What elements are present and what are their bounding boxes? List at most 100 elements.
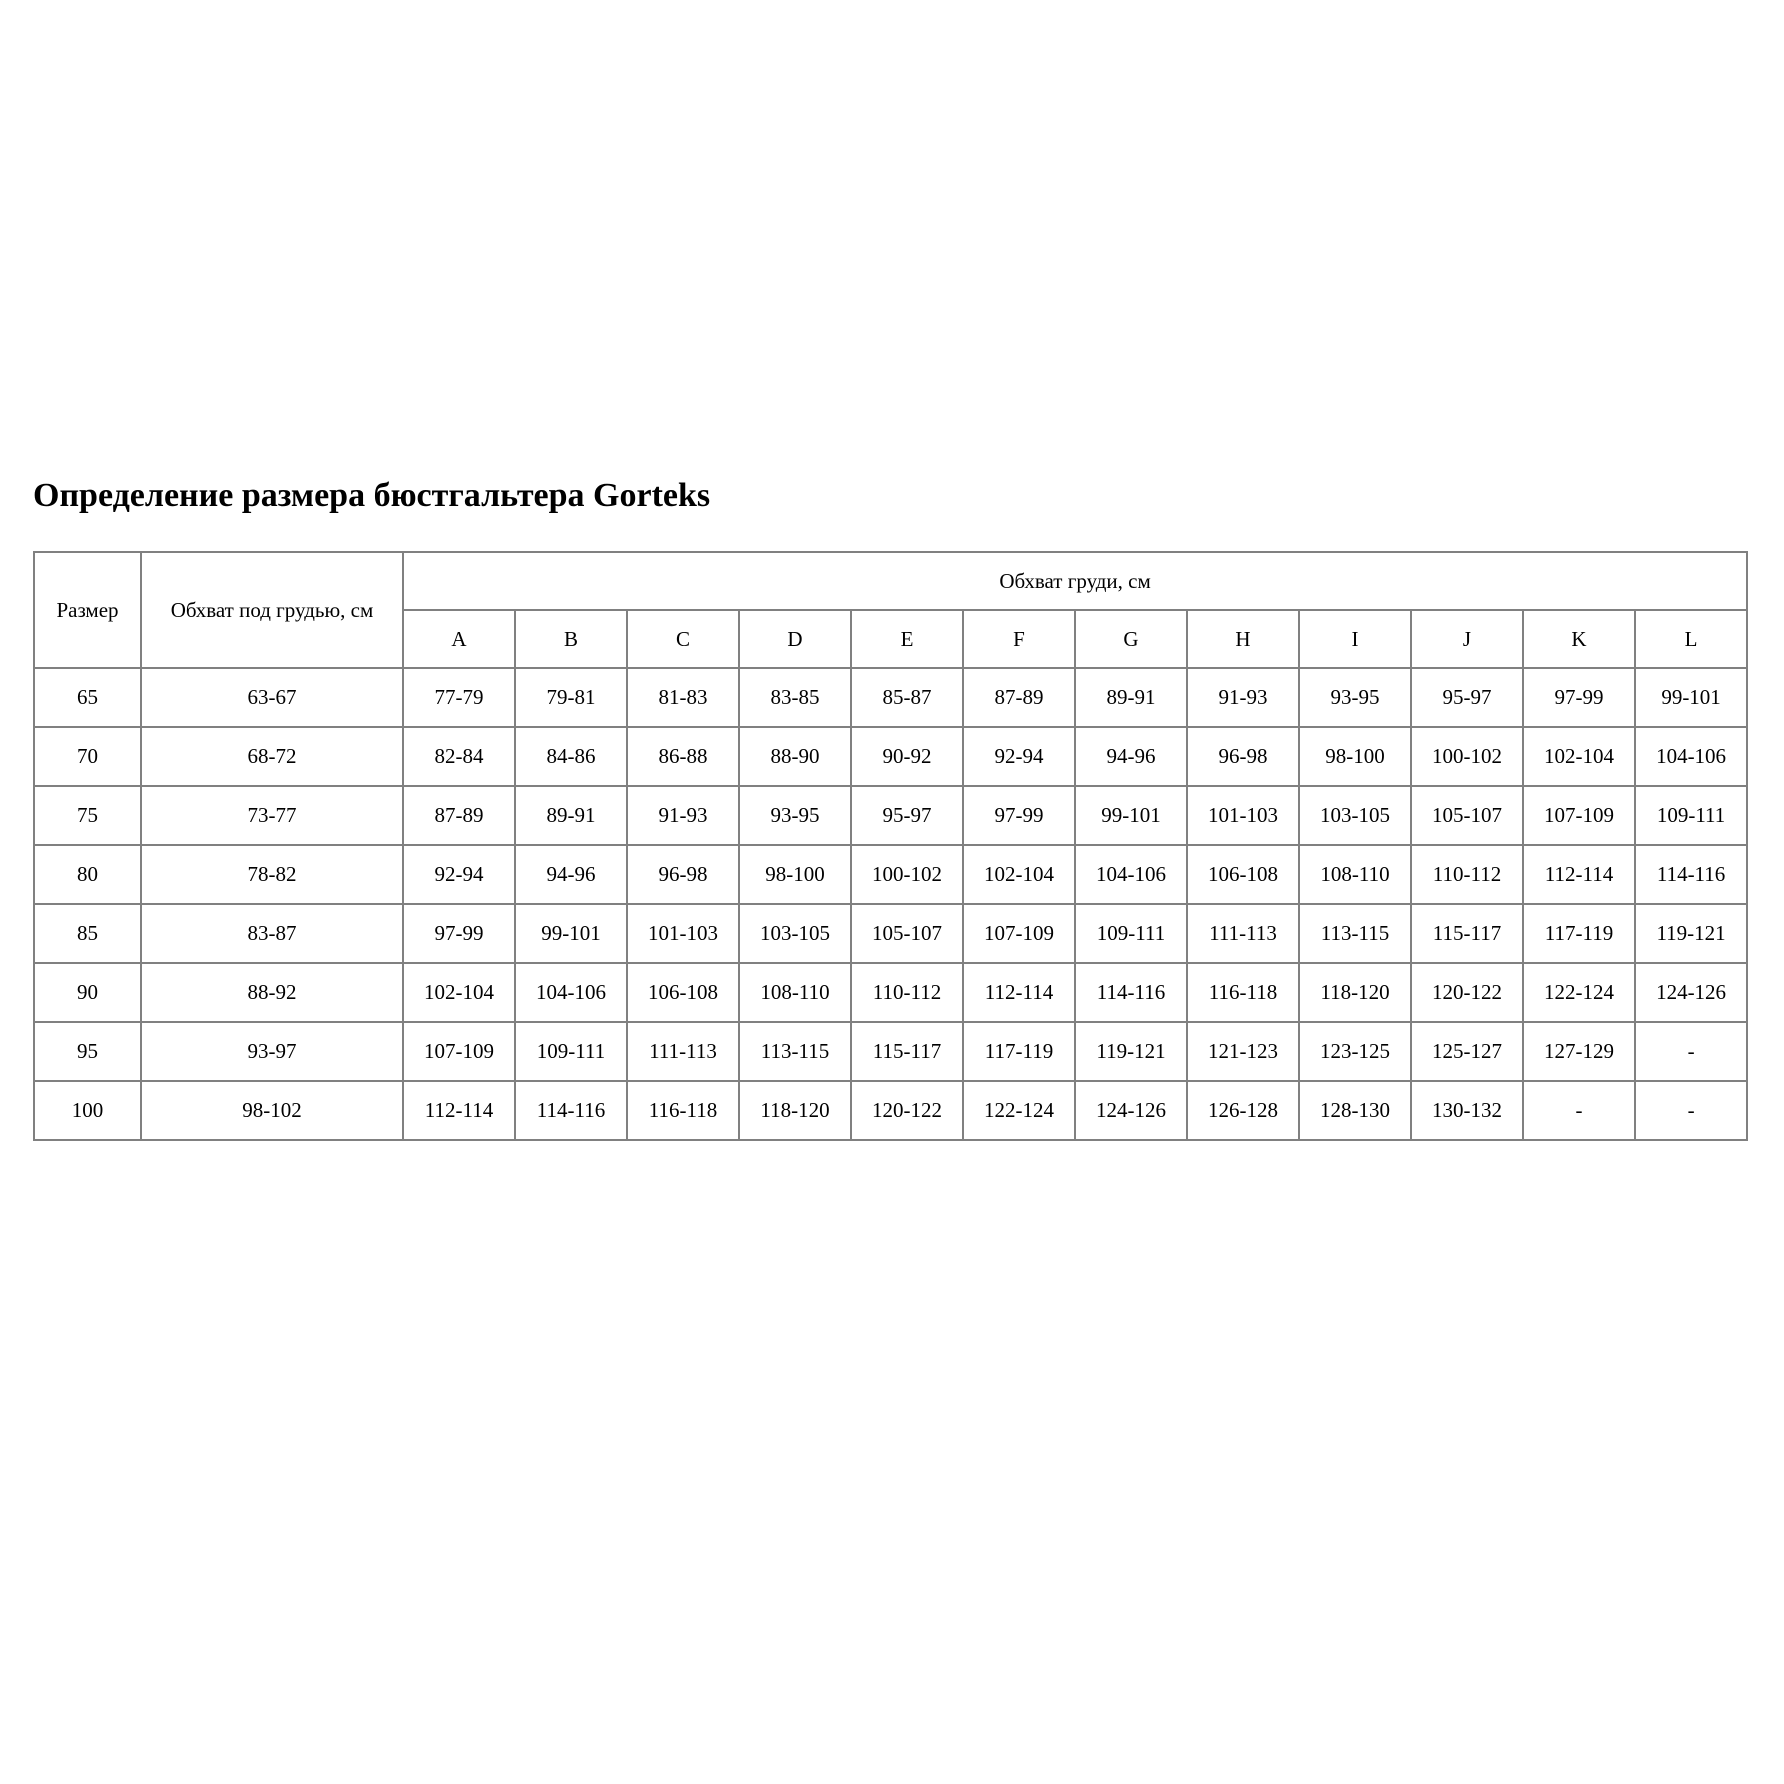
cup-cell: 123-125 [1298, 1021, 1412, 1082]
size-table-head: Размер Обхват под грудью, см Обхват груд… [33, 551, 1749, 669]
cup-cell: 118-120 [738, 1080, 852, 1141]
cup-cell: 91-93 [1186, 667, 1300, 728]
cup-cell: 106-108 [1186, 844, 1300, 905]
header-cup-K: K [1522, 609, 1636, 669]
cup-cell: 77-79 [402, 667, 516, 728]
header-cup-A: A [402, 609, 516, 669]
header-bust: Обхват груди, см [401, 551, 1749, 611]
page-title: Определение размера бюстгальтера Gorteks [33, 477, 711, 514]
cup-cell: 88-90 [738, 726, 852, 787]
cup-cell: 104-106 [1074, 844, 1188, 905]
cup-cell: 101-103 [1186, 785, 1300, 846]
cup-cell: - [1522, 1080, 1636, 1141]
cup-cell: 112-114 [962, 962, 1076, 1023]
cup-cell: 110-112 [1410, 844, 1524, 905]
underbust-cell: 88-92 [140, 962, 404, 1023]
cup-cell: 126-128 [1186, 1080, 1300, 1141]
cup-cell: 104-106 [1633, 726, 1749, 787]
table-row: 95 93-97 107-109 109-111 111-113 113-115 115-1… [33, 1021, 1749, 1082]
header-cup-D: D [738, 609, 852, 669]
cup-cell: 97-99 [962, 785, 1076, 846]
cup-cell: 101-103 [626, 903, 740, 964]
underbust-cell: 78-82 [140, 844, 404, 905]
header-cup-H: H [1186, 609, 1300, 669]
table-row: 80 78-82 92-94 94-96 96-98 98-100 100-102 102-1… [33, 844, 1749, 905]
cup-cell: 120-122 [1410, 962, 1524, 1023]
cup-cell: 92-94 [402, 844, 516, 905]
size-chart-table: Размер Обхват под грудью, см Обхват груд… [33, 551, 1749, 1141]
header-cup-B: B [514, 609, 628, 669]
size-cell: 70 [33, 726, 142, 787]
header-cup-E: E [850, 609, 964, 669]
underbust-cell: 98-102 [140, 1080, 404, 1141]
underbust-cell: 68-72 [140, 726, 404, 787]
cup-cell: 107-109 [402, 1021, 516, 1082]
size-cell: 65 [33, 667, 142, 728]
cup-cell: 109-111 [1074, 903, 1188, 964]
table-row: 90 88-92 102-104 104-106 106-108 108-110 110-1… [33, 962, 1749, 1023]
cup-cell: 96-98 [1186, 726, 1300, 787]
underbust-cell: 73-77 [140, 785, 404, 846]
cup-cell: 107-109 [962, 903, 1076, 964]
table-row: 100 98-102 112-114 114-116 116-118 118-120 120… [33, 1080, 1749, 1141]
cup-cell: 109-111 [514, 1021, 628, 1082]
size-table-body: 65 63-67 77-79 79-81 81-83 83-85 85-87 87-89 89-… [33, 667, 1749, 1141]
cup-cell: 87-89 [962, 667, 1076, 728]
cup-cell: 103-105 [738, 903, 852, 964]
table-row: 70 68-72 82-84 84-86 86-88 88-90 90-92 92-94 94-… [33, 726, 1749, 787]
cup-cell: 111-113 [1186, 903, 1300, 964]
cup-cell: 124-126 [1074, 1080, 1188, 1141]
size-cell: 75 [33, 785, 142, 846]
table-row: 65 63-67 77-79 79-81 81-83 83-85 85-87 87-89 89-… [33, 667, 1749, 728]
size-cell: 85 [33, 903, 142, 964]
cup-cell: 94-96 [1074, 726, 1188, 787]
cup-cell: 108-110 [738, 962, 852, 1023]
cup-cell: 115-117 [1410, 903, 1524, 964]
cup-cell: 110-112 [850, 962, 964, 1023]
cup-cell: 106-108 [626, 962, 740, 1023]
cup-cell: 130-132 [1410, 1080, 1524, 1141]
cup-cell: 111-113 [626, 1021, 740, 1082]
cup-cell: 116-118 [1186, 962, 1300, 1023]
cup-cell: 103-105 [1298, 785, 1412, 846]
cup-cell: 94-96 [514, 844, 628, 905]
size-cell: 95 [33, 1021, 142, 1082]
cup-cell: 83-85 [738, 667, 852, 728]
cup-cell: 91-93 [626, 785, 740, 846]
cup-cell: 92-94 [962, 726, 1076, 787]
underbust-cell: 63-67 [140, 667, 404, 728]
table-row: 75 73-77 87-89 89-91 91-93 93-95 95-97 97-99 99-… [33, 785, 1749, 846]
cup-cell: 82-84 [402, 726, 516, 787]
cup-cell: 90-92 [850, 726, 964, 787]
cup-cell: 120-122 [850, 1080, 964, 1141]
cup-cell: 122-124 [962, 1080, 1076, 1141]
cup-cell: 104-106 [514, 962, 628, 1023]
cup-cell: 119-121 [1074, 1021, 1188, 1082]
header-cup-G: G [1074, 609, 1188, 669]
cup-cell: 84-86 [514, 726, 628, 787]
header-cup-C: C [626, 609, 740, 669]
cup-cell: 86-88 [626, 726, 740, 787]
cup-cell: 81-83 [626, 667, 740, 728]
header-cup-J: J [1410, 609, 1524, 669]
cup-cell: 114-116 [1074, 962, 1188, 1023]
cup-cell: 113-115 [738, 1021, 852, 1082]
cup-cell: 114-116 [514, 1080, 628, 1141]
cup-cell: 119-121 [1633, 903, 1749, 964]
cup-cell: 97-99 [1522, 667, 1636, 728]
cup-cell: 117-119 [1522, 903, 1636, 964]
cup-cell: 122-124 [1522, 962, 1636, 1023]
cup-cell: - [1633, 1080, 1749, 1141]
cup-cell: 115-117 [850, 1021, 964, 1082]
cup-cell: 93-95 [738, 785, 852, 846]
cup-cell: 118-120 [1298, 962, 1412, 1023]
header-underbust: Обхват под грудью, см [140, 551, 404, 669]
cup-cell: 96-98 [626, 844, 740, 905]
cup-cell: 99-101 [1633, 667, 1749, 728]
cup-cell: 99-101 [1074, 785, 1188, 846]
cup-cell: 98-100 [1298, 726, 1412, 787]
cup-cell: 89-91 [514, 785, 628, 846]
cup-cell: 128-130 [1298, 1080, 1412, 1141]
cup-cell: 79-81 [514, 667, 628, 728]
cup-cell: 89-91 [1074, 667, 1188, 728]
